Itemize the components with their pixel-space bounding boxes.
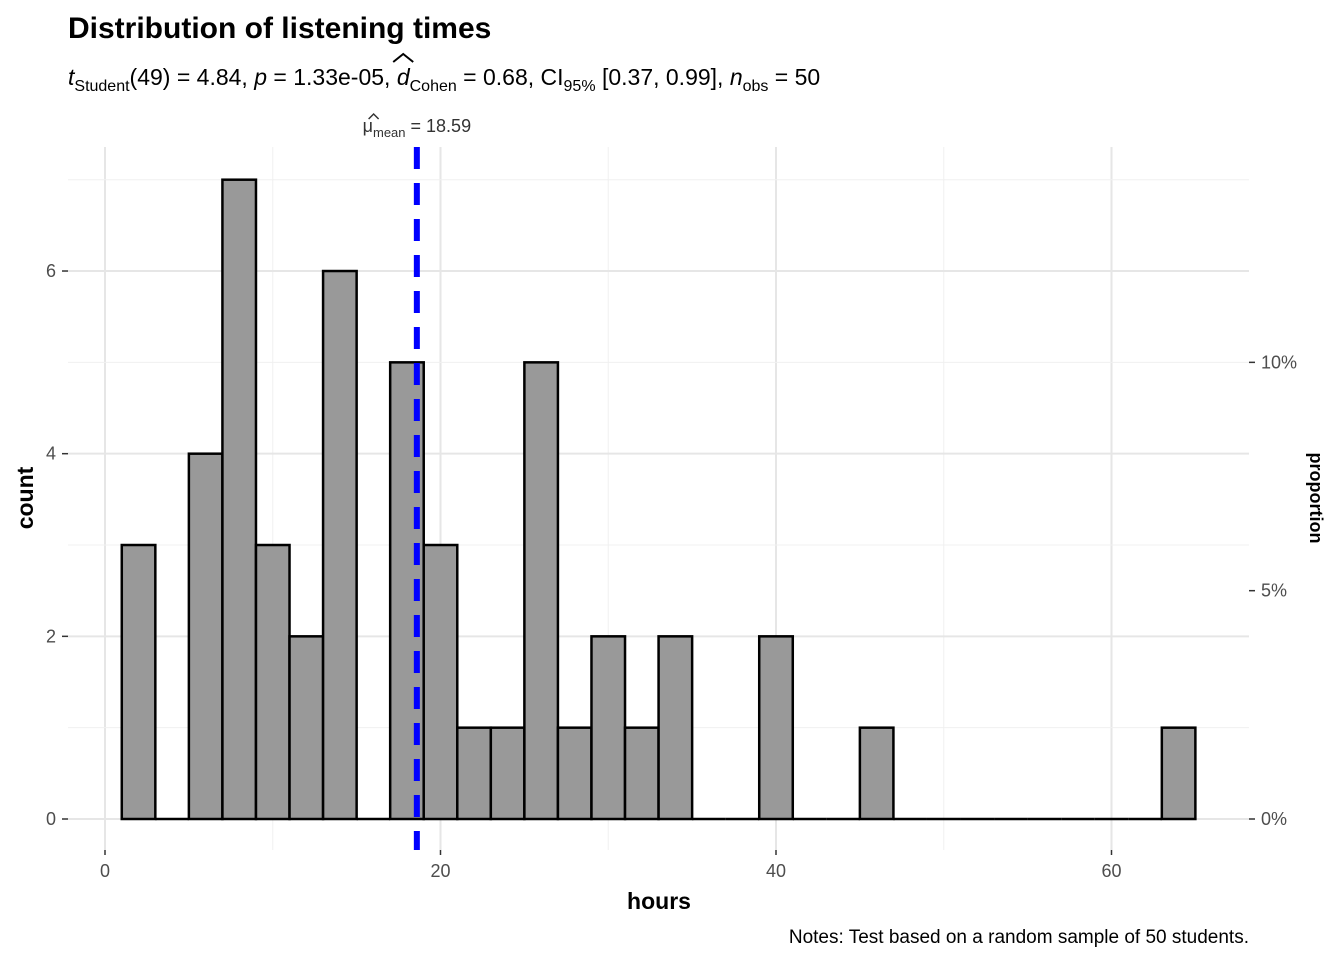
- subtitle-n-sub: obs: [743, 78, 769, 95]
- histogram-bar: [657, 635, 694, 821]
- right-axis-title: proportion: [1306, 453, 1326, 544]
- histogram-bar: [254, 543, 291, 821]
- y-axis-title: count: [12, 466, 38, 529]
- x-axis-title: hours: [627, 888, 691, 914]
- chart-title: Distribution of listening times: [68, 12, 491, 45]
- y-axis: 0 2 4 6: [46, 261, 68, 829]
- x-tick-label: 40: [766, 861, 786, 881]
- chart-caption: Notes: Test based on a random sample of …: [789, 927, 1249, 948]
- subtitle-p-symbol: p: [253, 64, 267, 90]
- subtitle-ci-sub: 95%: [564, 78, 596, 95]
- histogram-bar: [187, 452, 224, 821]
- histogram-bar: [623, 726, 660, 821]
- y-tick-label: 6: [46, 261, 56, 281]
- histogram-bar: [590, 635, 627, 821]
- right-tick-label: 5%: [1261, 581, 1287, 601]
- histogram-bar: [120, 543, 157, 821]
- y-tick-label: 2: [46, 626, 56, 646]
- x-tick-label: 20: [430, 861, 450, 881]
- chart-subtitle: tStudent(49) = 4.84, p = 1.33e-05, dCohe…: [68, 64, 820, 95]
- histogram-bar: [221, 178, 258, 821]
- right-axis: 0% 5% 10%: [1249, 352, 1297, 829]
- right-tick-label: 0%: [1261, 809, 1287, 829]
- x-tick-label: 0: [100, 861, 110, 881]
- histogram-bar: [757, 635, 795, 821]
- subtitle-t-symbol: t: [68, 64, 76, 90]
- subtitle-ci-text: [0.37, 0.99],: [596, 64, 730, 90]
- subtitle-t-text: (49) = 4.84,: [130, 64, 255, 90]
- y-tick-label: 0: [46, 809, 56, 829]
- mean-label: μmean = 18.59: [363, 116, 471, 140]
- subtitle-d-text: = 0.68, CI: [457, 64, 564, 90]
- histogram-bar: [1160, 726, 1197, 821]
- mean-label-sub: mean: [373, 125, 406, 140]
- histogram-bar: [489, 726, 526, 821]
- histogram-bar: [523, 361, 560, 821]
- mu-hat-accent: [368, 112, 380, 120]
- histogram-bar: [556, 726, 593, 821]
- d-hat-accent: [392, 52, 414, 63]
- histogram-bar: [858, 726, 895, 821]
- x-tick-label: 60: [1101, 861, 1121, 881]
- histogram-bar: [321, 269, 358, 821]
- mean-label-text: = 18.59: [406, 116, 472, 136]
- mean-label-symbol: μ: [363, 116, 373, 136]
- subtitle-d-sub: Cohen: [410, 78, 457, 95]
- histogram-bar: [288, 635, 325, 821]
- histogram-bar: [422, 543, 459, 821]
- right-tick-label: 10%: [1261, 352, 1297, 372]
- subtitle-n-text: = 50: [768, 64, 820, 90]
- subtitle-p-text: = 1.33e-05,: [267, 64, 397, 90]
- subtitle-n-symbol: n: [730, 64, 743, 90]
- subtitle-d-symbol: d: [397, 64, 411, 90]
- x-axis: 0 20 40 60: [100, 850, 1122, 881]
- histogram-bar: [456, 726, 493, 821]
- bars-group: [120, 178, 1197, 821]
- y-tick-label: 4: [46, 444, 56, 464]
- subtitle-t-sub: Student: [74, 78, 130, 95]
